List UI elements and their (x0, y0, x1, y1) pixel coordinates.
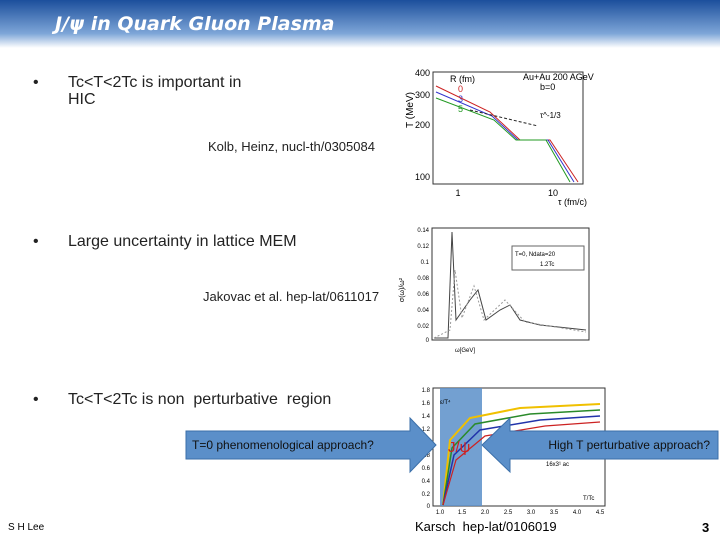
legend-title: R (fm) (450, 74, 475, 84)
x-label: T/Tc (583, 496, 594, 502)
tick: 100 (415, 172, 430, 182)
impact: b=0 (540, 82, 555, 92)
tick: 4.5 (596, 510, 605, 516)
tick: 0 (426, 338, 430, 344)
tick: 300 (415, 90, 430, 100)
bullet-text: Tc<T<2Tc is important in (68, 74, 242, 91)
tick: 0.08 (417, 276, 429, 282)
tick: 0.4 (422, 479, 431, 485)
reference: Kolb, Heinz, nucl-th/0305084 (208, 139, 375, 154)
tick: 0.14 (417, 228, 429, 234)
system: Au+Au 200 AGeV (523, 72, 594, 82)
tick: 1.2 (422, 427, 431, 433)
tick: 2.5 (504, 510, 513, 516)
tick: 4.0 (573, 510, 582, 516)
tick: 0.12 (417, 244, 429, 250)
tick: 0.6 (422, 466, 431, 472)
tick: 3.5 (550, 510, 559, 516)
callout: T=0 phenomenological approach? (192, 438, 374, 452)
curve (433, 269, 587, 339)
legend: 0 (458, 84, 463, 94)
figure1: T (MeV) 400 300 200 100 1 10 τ (fm/c) R … (405, 68, 594, 207)
callout: High T perturbative approach? (548, 438, 710, 452)
curve (469, 109, 539, 127)
tick: 0.8 (422, 453, 431, 459)
bullet-dot: • (33, 391, 39, 408)
legend: 3 (458, 94, 463, 104)
legend-box (511, 245, 585, 271)
legend: 5 (458, 104, 463, 114)
tick: 1 (455, 188, 460, 198)
x-label: τ (fm/c) (558, 197, 587, 207)
tick: 1.8 (422, 388, 431, 394)
y-label: ε/T⁴ (440, 399, 451, 406)
tick: 1.4 (422, 414, 431, 420)
plot-frame (432, 71, 584, 185)
curve (442, 415, 601, 506)
curve (442, 409, 601, 506)
tick: 0.1 (421, 260, 430, 266)
plot-frame (431, 227, 590, 341)
tick: 3.0 (527, 510, 536, 516)
header-bar (0, 0, 720, 48)
tick: 0 (427, 504, 431, 510)
bullet-text: Large uncertainty in lattice MEM (68, 233, 297, 250)
tick: 1.6 (422, 401, 431, 407)
figure2: σ(ω)/ω² 0.14 0.12 0.1 0.08 0.06 0.04 0.0… (399, 227, 590, 354)
bullet-text: HIC (68, 91, 96, 108)
tick: 1.5 (458, 510, 467, 516)
bullet-text: Tc<T<2Tc is non perturbative region (68, 391, 332, 408)
curve (442, 403, 601, 506)
curve (435, 97, 571, 183)
page-number: 3 (702, 520, 710, 535)
arrow-left (481, 416, 719, 474)
tick: 1.0 (436, 510, 445, 516)
tick: 0.2 (422, 492, 431, 498)
arrow-right (185, 416, 437, 474)
slope: τ^-1/3 (540, 111, 561, 120)
legend: 1.2Tc (540, 262, 554, 268)
tick: 400 (415, 68, 430, 78)
reference: Jakovac et al. hep-lat/0611017 (203, 289, 380, 304)
bullet-dot: • (33, 74, 39, 91)
tick: 2.0 (481, 510, 490, 516)
footer-citation: Karsch hep-lat/0106019 (415, 519, 557, 534)
tick: 200 (415, 120, 430, 130)
bullet-dot: • (33, 233, 39, 250)
x-label: ω[GeV] (455, 348, 475, 354)
footer-author: S H Lee (8, 522, 45, 533)
curve (442, 421, 601, 506)
legend: 16x3¹ ac (546, 462, 569, 468)
tick: 0.02 (417, 324, 429, 330)
tick: 0.04 (417, 308, 429, 314)
legend: T=0, Ndata=20 (515, 252, 556, 258)
y-label: σ(ω)/ω² (399, 277, 406, 302)
tick: 0.06 (417, 292, 429, 298)
y-label: T (MeV) (405, 92, 416, 128)
callout: J/ψ (448, 439, 470, 456)
title: J/ψ in Quark Gluon Plasma (55, 13, 335, 35)
tick: 10 (548, 188, 558, 198)
